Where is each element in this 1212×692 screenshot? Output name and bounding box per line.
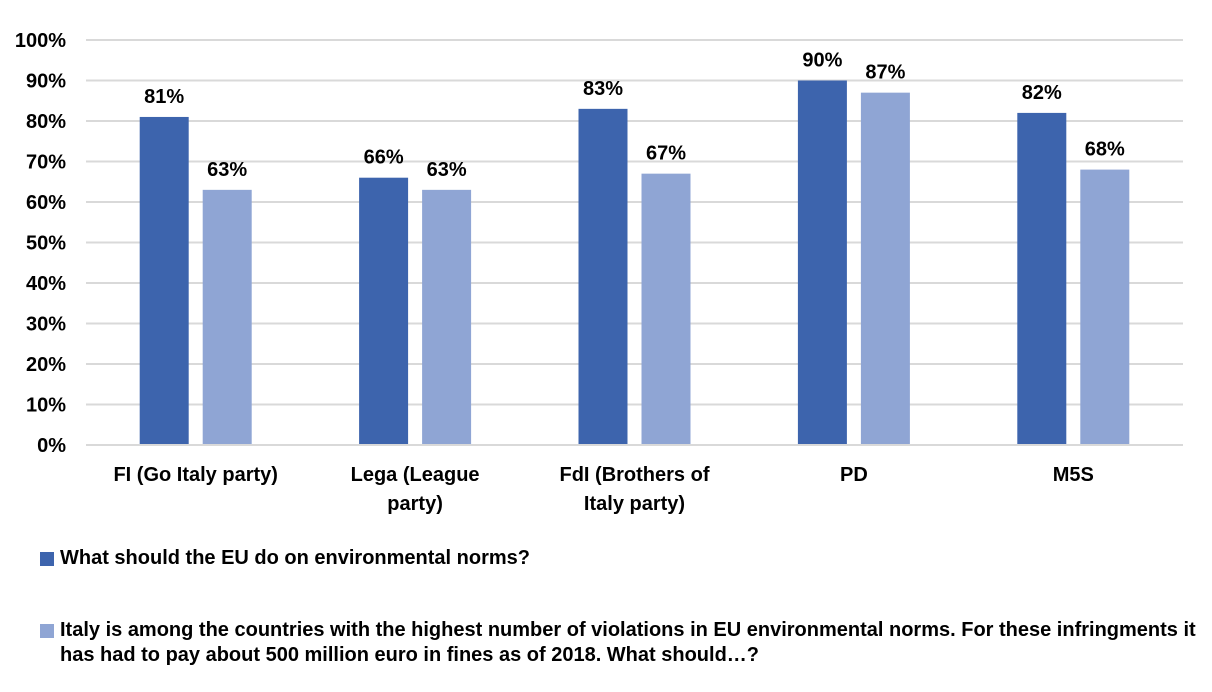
bar-series-2-4 — [860, 92, 910, 446]
data-label-series-2-3: 67% — [646, 143, 686, 165]
bar-series-1-1 — [139, 116, 189, 445]
y-tick-label: 60% — [26, 192, 66, 214]
y-tick-label: 70% — [26, 152, 66, 174]
data-label-series-1-3: 83% — [583, 78, 623, 100]
x-tick-label: Italy party) — [584, 493, 685, 515]
data-label-series-2-1: 63% — [207, 159, 247, 181]
data-label-series-1-2: 66% — [364, 147, 404, 169]
bar-series-1-4 — [797, 80, 847, 445]
y-tick-label: 80% — [26, 111, 66, 133]
data-label-series-1-1: 81% — [144, 86, 184, 108]
x-tick-label: FdI (Brothers of — [560, 464, 710, 486]
legend-label-series-2: Italy is among the countries with the hi… — [60, 619, 1196, 666]
y-tick-label: 100% — [15, 30, 66, 52]
y-tick-label: 90% — [26, 71, 66, 93]
data-label-series-1-5: 82% — [1022, 82, 1062, 104]
data-label-series-2-4: 87% — [865, 62, 905, 84]
x-tick-label: M5S — [1053, 464, 1094, 486]
bar-series-2-2 — [422, 189, 472, 445]
x-tick-label: party) — [387, 493, 443, 515]
bar-chart: 0% 10% 20% 30% 40% 50% 60% 70% 80% 90% 100% 81% 63%… — [15, 30, 1183, 515]
y-tick-label: 30% — [26, 314, 66, 336]
data-label-series-2-2: 63% — [427, 159, 467, 181]
y-tick-label: 50% — [26, 233, 66, 255]
y-tick-label: 10% — [26, 395, 66, 417]
data-labels: 81% 63% 66% 63% 83% 67% 90% 87% 82% 68% — [144, 50, 1125, 181]
legend-label-series-1: What should the EU do on environmental n… — [60, 547, 531, 569]
gridlines — [86, 39, 1183, 446]
y-axis: 0% 10% 20% 30% 40% 50% 60% 70% 80% 90% 100% — [15, 30, 66, 457]
legend-swatch-series-1 — [40, 552, 54, 566]
y-tick-label: 0% — [37, 435, 66, 457]
bar-series-1-5 — [1017, 112, 1067, 446]
x-tick-label: Lega (League — [351, 464, 480, 486]
legend-swatch-series-2 — [40, 624, 54, 638]
bar-series-1-2 — [359, 177, 409, 445]
bar-series-2-1 — [202, 189, 252, 445]
bar-series-2-5 — [1080, 169, 1130, 445]
x-tick-label: PD — [840, 464, 868, 486]
x-tick-label: FI (Go Italy party) — [113, 464, 277, 486]
y-tick-label: 40% — [26, 273, 66, 295]
y-tick-label: 20% — [26, 354, 66, 376]
data-label-series-2-5: 68% — [1085, 139, 1125, 161]
bar-series-1-3 — [578, 108, 628, 445]
x-axis: FI (Go Italy party) Lega (League party) FdI… — [86, 444, 1183, 515]
data-label-series-1-4: 90% — [802, 50, 842, 72]
bar-series-2-3 — [641, 173, 691, 445]
bars — [139, 80, 1130, 446]
